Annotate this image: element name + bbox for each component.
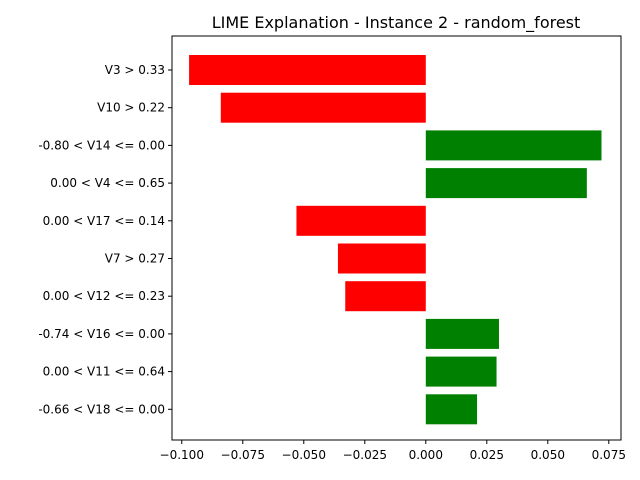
bar-8 bbox=[425, 356, 497, 387]
y-tick-label-4: 0.00 < V17 <= 0.14 bbox=[43, 214, 165, 228]
x-tick-label-1: −0.075 bbox=[221, 448, 265, 462]
bar-6 bbox=[345, 281, 426, 312]
x-tick-label-7: 0.075 bbox=[592, 448, 626, 462]
y-tick-label-9: -0.66 < V18 <= 0.00 bbox=[38, 402, 165, 416]
x-tick-label-0: −0.100 bbox=[160, 448, 204, 462]
y-tick-label-1: V10 > 0.22 bbox=[97, 101, 165, 115]
bar-1 bbox=[220, 92, 426, 123]
y-tick-label-0: V3 > 0.33 bbox=[105, 63, 165, 77]
y-tick-label-3: 0.00 < V4 <= 0.65 bbox=[50, 176, 165, 190]
x-tick-label-2: −0.050 bbox=[282, 448, 326, 462]
y-tick-label-2: -0.80 < V14 <= 0.00 bbox=[38, 138, 165, 152]
y-tick-label-7: -0.74 < V16 <= 0.00 bbox=[38, 327, 165, 341]
x-tick-label-3: −0.025 bbox=[343, 448, 387, 462]
bar-0 bbox=[189, 55, 426, 85]
x-axis: −0.100 −0.075 −0.050 −0.025 0.000 0.025 0.050 0… bbox=[160, 440, 626, 462]
y-tick-label-6: 0.00 < V12 <= 0.23 bbox=[43, 289, 165, 303]
x-tick-label-6: 0.050 bbox=[531, 448, 565, 462]
bar-3 bbox=[425, 168, 587, 199]
plot-frame bbox=[171, 35, 622, 441]
bar-4 bbox=[296, 205, 426, 236]
bars-group bbox=[189, 55, 602, 425]
y-axis: V3 > 0.33 V10 > 0.22 -0.80 < V14 <= 0.00 0.… bbox=[38, 63, 172, 416]
bar-2 bbox=[425, 130, 602, 161]
x-tick-label-5: 0.025 bbox=[470, 448, 504, 462]
bar-7 bbox=[425, 318, 499, 349]
bar-9 bbox=[425, 394, 478, 425]
bar-5 bbox=[337, 243, 426, 274]
y-tick-label-8: 0.00 < V11 <= 0.64 bbox=[43, 365, 165, 379]
y-tick-label-5: V7 > 0.27 bbox=[105, 252, 165, 266]
x-tick-label-4: 0.000 bbox=[409, 448, 443, 462]
chart-title: LIME Explanation - Instance 2 - random_f… bbox=[212, 13, 581, 33]
